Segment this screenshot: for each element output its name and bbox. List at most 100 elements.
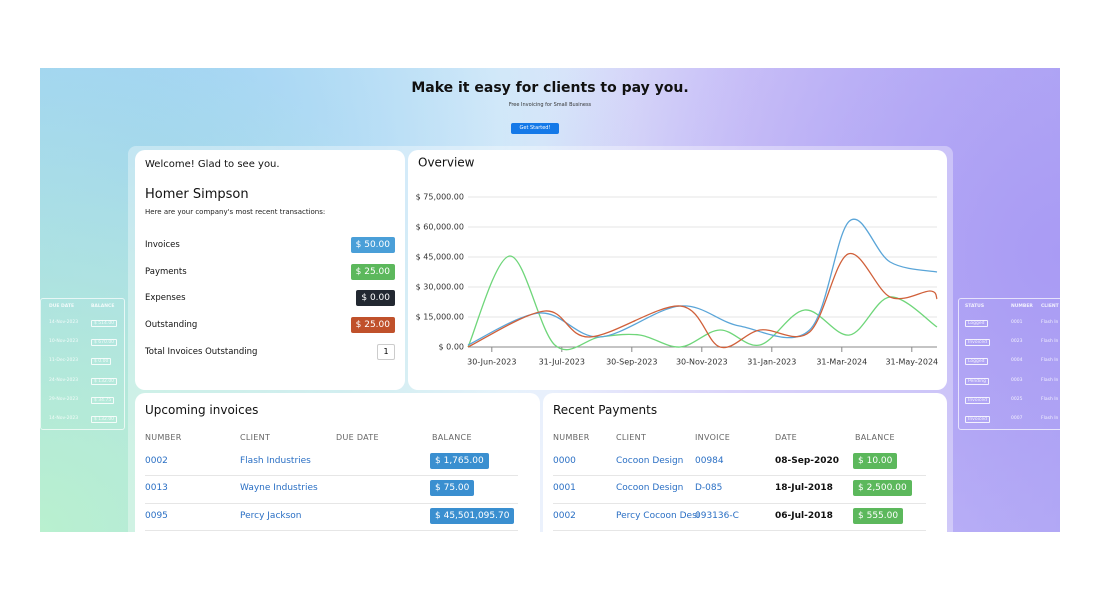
- item-label: Invoices: [145, 240, 180, 250]
- row-divider: [553, 529, 926, 531]
- side-table-right: STATUS NUMBER CLIENT Logged 0001 Flash In Invo…: [958, 298, 1060, 430]
- payments-card: Recent Payments NUMBER CLIENT INVOICE DATE B…: [543, 393, 947, 532]
- side-header: BALANCE: [91, 304, 115, 309]
- side-cell: 0007: [1011, 416, 1023, 421]
- item-value: $ 25.00: [350, 316, 395, 333]
- side-cell: 24-Nov-2023: [49, 377, 79, 383]
- total-label: Total Invoices Outstanding: [145, 347, 258, 357]
- y-tick-label: $ 75,000.00: [416, 193, 464, 202]
- balance-badge: $ 75.00: [430, 480, 475, 497]
- side-cell: Flash In: [1041, 396, 1059, 402]
- balance-badge: $ 10.00: [853, 453, 898, 469]
- side-header: DUE DATE: [49, 304, 75, 309]
- side-cell: Invoiced: [965, 416, 990, 423]
- card-title: Upcoming invoices: [145, 403, 259, 417]
- card-title: Recent Payments: [553, 403, 658, 417]
- column-header: DATE: [775, 433, 798, 442]
- column-header: NUMBER: [553, 433, 590, 442]
- client-cell: Cocoon Design: [616, 483, 684, 494]
- client-cell: Percy Cocoon Desi: [616, 510, 700, 521]
- side-header: CLIENT: [1041, 304, 1059, 309]
- column-header: CLIENT: [616, 433, 647, 442]
- client-cell: Percy Jackson: [240, 510, 302, 521]
- side-cell: $ 132.00: [91, 377, 118, 385]
- client-cell: Cocoon Design: [616, 456, 684, 466]
- x-tick-label: 30-Jun-2023: [467, 358, 516, 367]
- number-cell: 0002: [145, 456, 168, 466]
- row-divider: [553, 475, 926, 477]
- welcome-card: Welcome! Glad to see you. Homer Simpson …: [135, 150, 405, 390]
- hero-subtitle: Free Invoicing for Small Business: [508, 102, 592, 108]
- y-tick-label: $ 15,000.00: [416, 313, 464, 322]
- side-cell: Invoiced: [965, 339, 990, 347]
- item-value: $ 50.00: [350, 237, 395, 253]
- side-cell: 0004: [1011, 358, 1023, 364]
- client-cell: Flash Industries: [240, 456, 311, 466]
- item-value: $ 0.00: [356, 290, 395, 306]
- total-value: 1: [377, 344, 395, 360]
- number-cell: 0013: [145, 483, 168, 494]
- row-divider: [553, 502, 926, 504]
- description: Here are your company's most recent tran…: [145, 208, 326, 216]
- column-header: CLIENT: [240, 433, 271, 442]
- user-name: Homer Simpson: [145, 187, 249, 202]
- series-line: [467, 218, 938, 346]
- item-label: Expenses: [145, 293, 186, 303]
- number-cell: 0000: [553, 456, 576, 466]
- item-label: Outstanding: [145, 319, 198, 330]
- date-cell: 06-Jul-2018: [775, 510, 833, 521]
- y-tick-label: $ 45,000.00: [416, 253, 464, 262]
- side-cell: $ 0.00: [91, 358, 112, 366]
- series-line: [467, 255, 938, 351]
- item-value: $ 25.00: [350, 263, 395, 280]
- side-cell: 14-Nov-2023: [49, 416, 79, 421]
- date-cell: 18-Jul-2018: [775, 483, 833, 494]
- x-tick-label: 31-May-2024: [885, 358, 938, 367]
- row-divider: [145, 475, 518, 477]
- series-line: [467, 253, 938, 349]
- side-cell: 10-Nov-2023: [49, 339, 79, 345]
- x-tick-label: 31-Jan-2023: [747, 358, 796, 367]
- x-tick-label: 31-Jul-2023: [539, 358, 585, 367]
- x-tick-label: 31-Mar-2024: [816, 358, 867, 367]
- column-header: DUE DATE: [336, 433, 379, 442]
- get-started-button[interactable]: Get Started!: [511, 123, 559, 134]
- side-cell: Flash In: [1041, 320, 1059, 325]
- side-table-left: DUE DATE BALANCE 14-Nov-2023 $ 514.00 10-Nov…: [40, 298, 125, 430]
- invoice-cell: 093136-C: [695, 510, 739, 521]
- chart-title: Overview: [418, 156, 475, 170]
- side-cell: 11-Dec-2023: [49, 358, 79, 364]
- side-cell: $ 34.75: [91, 396, 115, 404]
- date-cell: 08-Sep-2020: [775, 456, 840, 466]
- side-cell: $ 514.00: [91, 320, 118, 327]
- x-tick-label: 30-Nov-2023: [676, 358, 728, 367]
- side-cell: 14-Nov-2023: [49, 320, 79, 325]
- balance-badge: $ 45,501,095.70: [430, 507, 515, 524]
- greeting: Welcome! Glad to see you.: [145, 159, 280, 170]
- side-header: STATUS: [965, 304, 985, 309]
- y-tick-label: $ 60,000.00: [416, 223, 464, 232]
- overview-card: Overview $ 0.00 $ 15,000.00 $ 30,000.00 $ 4…: [408, 150, 947, 390]
- side-header: NUMBER: [1011, 304, 1033, 309]
- invoice-cell: 00984: [695, 456, 724, 466]
- x-tick-label: 30-Sep-2023: [606, 358, 657, 367]
- row-divider: [145, 502, 518, 504]
- side-cell: 0023: [1011, 339, 1023, 345]
- y-tick-label: $ 30,000.00: [416, 283, 464, 292]
- side-cell: 0025: [1011, 396, 1023, 402]
- side-cell: Logged: [965, 358, 988, 366]
- column-header: BALANCE: [855, 433, 895, 442]
- number-cell: 0002: [553, 510, 576, 521]
- column-header: NUMBER: [145, 433, 182, 442]
- upcoming-card: Upcoming invoices NUMBER CLIENT DUE DATE BA…: [135, 393, 540, 532]
- side-cell: Logged: [965, 320, 988, 327]
- client-cell: Wayne Industries: [240, 483, 318, 494]
- side-cell: $ 670.00: [91, 339, 118, 347]
- invoice-cell: D-085: [695, 483, 723, 494]
- item-label: Payments: [145, 266, 187, 277]
- side-cell: $ 132.00: [91, 416, 118, 423]
- side-cell: Flash In: [1041, 416, 1059, 421]
- side-cell: Pending: [965, 377, 989, 385]
- column-header: BALANCE: [432, 433, 472, 442]
